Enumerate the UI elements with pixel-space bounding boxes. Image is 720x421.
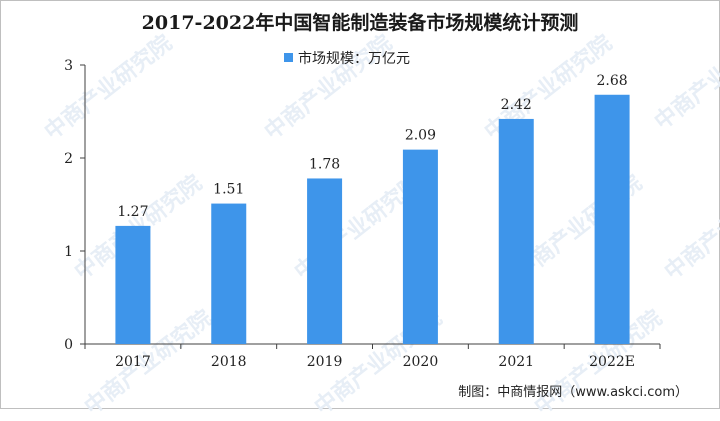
x-tick-label: 2021 <box>498 354 534 370</box>
bar-2017 <box>115 226 150 344</box>
y-tick-label: 0 <box>64 337 73 353</box>
data-label: 2.42 <box>501 97 532 113</box>
bar-2022E <box>595 95 630 344</box>
x-tick-label: 2022E <box>589 354 635 370</box>
bar-2021 <box>499 119 534 344</box>
source-credit: 制图：中商情报网（www.askci.com） <box>458 381 688 400</box>
bar-2019 <box>307 178 342 344</box>
data-label: 1.27 <box>117 204 148 220</box>
bar-2020 <box>403 150 438 344</box>
x-tick-label: 2019 <box>307 354 343 370</box>
data-label: 1.78 <box>309 156 340 172</box>
data-label: 2.09 <box>405 128 436 144</box>
x-tick-label: 2018 <box>211 354 247 370</box>
y-tick-label: 1 <box>64 244 73 260</box>
legend-swatch <box>284 53 293 62</box>
bar-2018 <box>211 204 246 344</box>
y-tick-label: 2 <box>64 151 73 167</box>
x-tick-label: 2017 <box>115 354 151 370</box>
x-tick-label: 2020 <box>403 354 439 370</box>
y-tick-label: 3 <box>64 58 73 74</box>
data-label: 1.51 <box>213 182 244 198</box>
bar-chart: 0 1 2 3 1.27 2017 1.51 2018 1.78 2019 2.09 2020 2.42… <box>0 0 720 409</box>
legend-label: 市场规模：万亿元 <box>298 50 410 67</box>
data-label: 2.68 <box>596 73 627 89</box>
